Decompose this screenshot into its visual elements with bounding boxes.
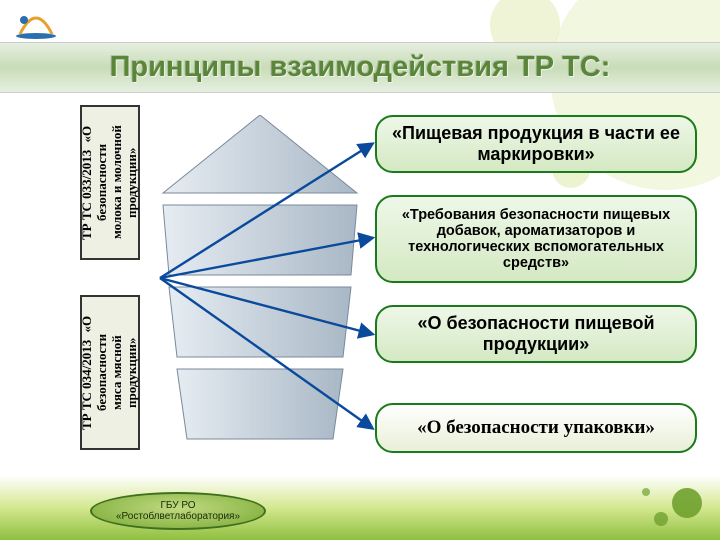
logo [14, 10, 58, 40]
accent-circle [642, 488, 650, 496]
reg-box-label: ТР ТС 033/2013 «О безопасности молока и … [80, 107, 140, 258]
reg-box-033: ТР ТС 033/2013 «О безопасности молока и … [80, 105, 140, 260]
footer-line1: ГБУ РО [116, 500, 240, 511]
arrows [140, 100, 400, 470]
principle-bubble: «О безопасности упаковки» [375, 403, 697, 453]
accent-circle [654, 512, 668, 526]
title-band: Принципы взаимодействия ТР ТС: [0, 42, 720, 93]
principle-bubble: «О безопасности пищевой продукции» [375, 305, 697, 363]
footer-line2: «Ростоблветлаборатория» [116, 511, 240, 522]
reg-box-034: ТР ТС 034/2013 «О безопасности мяса мясн… [80, 295, 140, 450]
page-title: Принципы взаимодействия ТР ТС: [0, 51, 720, 84]
principle-bubble: «Требования безопасности пищевых добавок… [375, 195, 697, 283]
reg-box-label: ТР ТС 034/2013 «О безопасности мяса мясн… [80, 297, 140, 448]
principle-bubble: «Пищевая продукция в части ее маркировки… [375, 115, 697, 173]
accent-circle [672, 488, 702, 518]
footer-org: ГБУ РО «Ростоблветлаборатория» [90, 492, 266, 530]
